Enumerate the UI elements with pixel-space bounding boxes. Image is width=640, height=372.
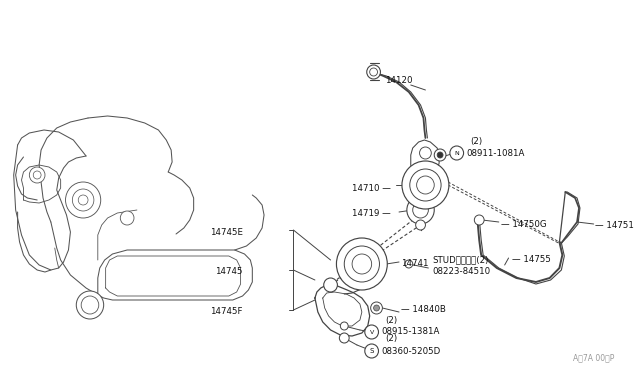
Circle shape bbox=[120, 211, 134, 225]
Text: 14719 —: 14719 — bbox=[353, 208, 391, 218]
Circle shape bbox=[337, 238, 387, 290]
Text: 14745E: 14745E bbox=[209, 228, 243, 237]
Circle shape bbox=[434, 149, 446, 161]
Circle shape bbox=[365, 325, 378, 339]
Text: 14120: 14120 bbox=[385, 76, 413, 84]
Circle shape bbox=[29, 167, 45, 183]
Circle shape bbox=[420, 147, 431, 159]
Circle shape bbox=[344, 246, 380, 282]
Circle shape bbox=[410, 169, 441, 201]
Text: 14741: 14741 bbox=[401, 259, 429, 267]
Circle shape bbox=[371, 302, 383, 314]
Circle shape bbox=[324, 278, 337, 292]
Text: — 14751: — 14751 bbox=[595, 221, 634, 230]
Text: — 14750G: — 14750G bbox=[500, 219, 547, 228]
Circle shape bbox=[339, 333, 349, 343]
Circle shape bbox=[437, 152, 443, 158]
Circle shape bbox=[474, 215, 484, 225]
Circle shape bbox=[365, 344, 378, 358]
Text: V: V bbox=[369, 330, 374, 334]
Text: 08360-5205D: 08360-5205D bbox=[381, 346, 441, 356]
Text: 08911-1081A: 08911-1081A bbox=[467, 148, 525, 157]
Text: — 14755: — 14755 bbox=[513, 256, 551, 264]
Text: — 14840B: — 14840B bbox=[401, 305, 446, 314]
Text: 08915-1381A: 08915-1381A bbox=[381, 327, 440, 337]
Text: 14745: 14745 bbox=[215, 267, 243, 276]
Circle shape bbox=[374, 305, 380, 311]
Text: (2): (2) bbox=[385, 334, 397, 343]
Circle shape bbox=[417, 176, 434, 194]
Text: (2): (2) bbox=[385, 315, 397, 324]
Text: STUDスタッド(2): STUDスタッド(2) bbox=[432, 256, 489, 264]
Circle shape bbox=[367, 65, 380, 79]
Circle shape bbox=[402, 161, 449, 209]
Circle shape bbox=[33, 171, 41, 179]
Circle shape bbox=[370, 68, 378, 76]
Circle shape bbox=[78, 195, 88, 205]
Circle shape bbox=[405, 260, 413, 268]
Circle shape bbox=[413, 202, 428, 218]
Circle shape bbox=[340, 322, 348, 330]
Circle shape bbox=[81, 296, 99, 314]
Text: 14745F: 14745F bbox=[210, 308, 243, 317]
Text: 14710 —: 14710 — bbox=[353, 183, 391, 192]
Circle shape bbox=[450, 146, 463, 160]
Circle shape bbox=[72, 189, 94, 211]
Text: A・7A 00・P: A・7A 00・P bbox=[573, 353, 614, 362]
Text: 08223-84510: 08223-84510 bbox=[432, 267, 490, 276]
Text: N: N bbox=[454, 151, 459, 155]
Text: S: S bbox=[369, 348, 374, 354]
Text: (2): (2) bbox=[470, 137, 483, 145]
Circle shape bbox=[352, 254, 372, 274]
Circle shape bbox=[65, 182, 100, 218]
Circle shape bbox=[407, 196, 434, 224]
Circle shape bbox=[415, 220, 426, 230]
Circle shape bbox=[76, 291, 104, 319]
